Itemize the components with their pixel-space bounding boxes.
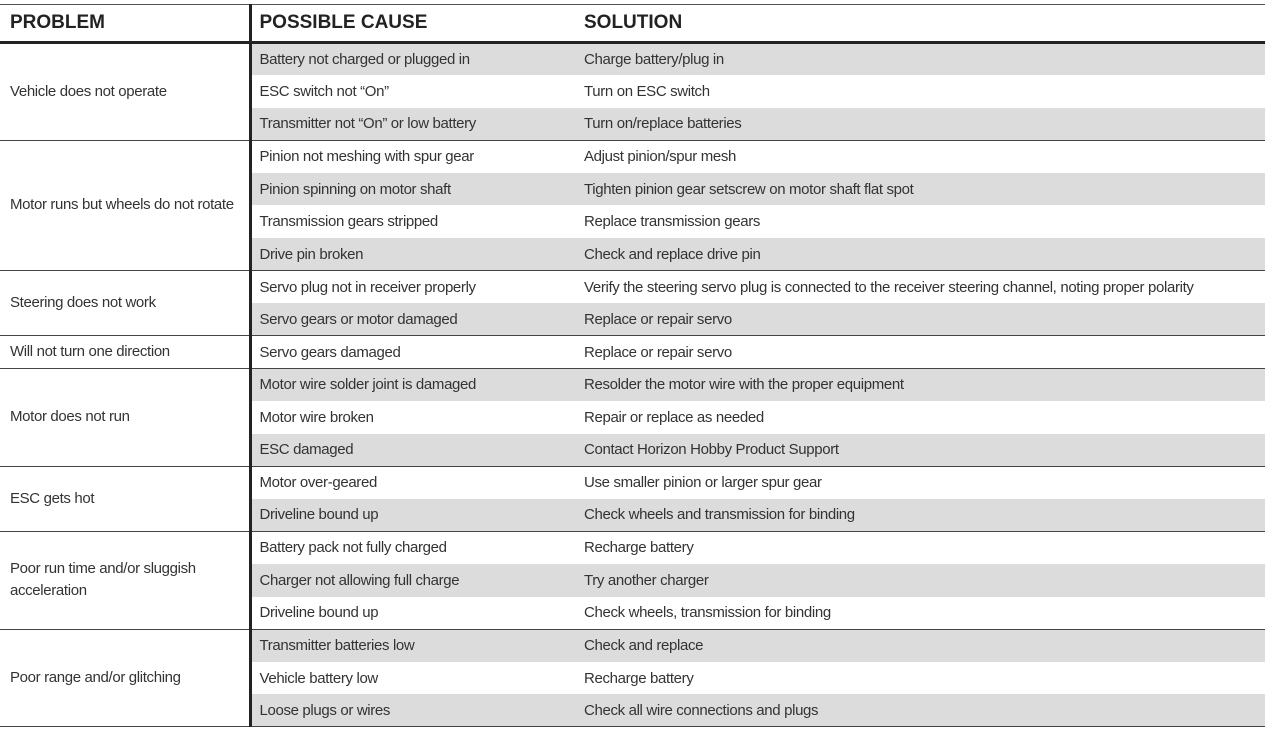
- column-header: POSSIBLE CAUSE: [250, 4, 576, 44]
- cause-cell: Driveline bound up: [250, 498, 576, 532]
- table-row: Motor runs but wheels do not rotate Pinio…: [0, 139, 1265, 271]
- cause-cell: ESC damaged: [250, 433, 576, 467]
- cause-cell: Pinion spinning on motor shaft: [250, 172, 576, 206]
- solution-cell: Check wheels, transmission for binding: [584, 604, 831, 622]
- problem-cell: Steering does not work: [0, 270, 252, 336]
- table-row: ESC switch not “On” Turn on ESC switch: [0, 75, 1265, 108]
- cause-cell: Servo gears damaged: [250, 335, 576, 369]
- table-row: Servo gears or motor damaged Replace or r…: [0, 303, 1265, 336]
- cause-cell: Servo gears or motor damaged: [250, 303, 576, 336]
- column-header: SOLUTION: [576, 4, 1265, 44]
- solution-cell: Resolder the motor wire with the proper …: [576, 367, 1265, 402]
- problem-cell: Will not turn one direction: [0, 335, 252, 369]
- table-row: Motor wire broken Repair or replace as ne…: [0, 401, 1265, 434]
- solution-cell: Charge battery/plug in: [576, 42, 1265, 76]
- cause-cell: Transmission gears stripped: [259, 213, 439, 231]
- solution-cell: Replace or repair servo: [576, 303, 1265, 336]
- table-row: Drive pin broken Check and replace drive …: [0, 238, 1265, 271]
- cause-cell: Transmitter batteries low: [250, 628, 576, 662]
- solution-cell: Replace transmission gears: [584, 213, 760, 231]
- table-row: Loose plugs or wires Check all wire conne…: [0, 694, 1265, 727]
- cause-cell: Motor wire broken: [259, 408, 374, 426]
- cause-cell: Transmitter not “On” or low battery: [250, 107, 576, 141]
- table-row: ESC gets hot Motor over-geared Use smaller…: [0, 465, 1265, 532]
- table-row: ESC damaged Contact Horizon Hobby Product…: [0, 433, 1265, 467]
- table-row: Vehicle battery low Recharge battery: [0, 662, 1265, 695]
- solution-cell: Check and replace drive pin: [576, 238, 1265, 271]
- solution-cell: Adjust pinion/spur mesh: [576, 139, 1265, 173]
- table-row: Pinion spinning on motor shaft Tighten pi…: [0, 172, 1265, 206]
- table-row: Will not turn one direction Servo gears d…: [0, 335, 1265, 369]
- table-row: Poor range and/or glitching Transmitter b…: [0, 628, 1265, 727]
- cause-cell: Motor wire solder joint is damaged: [250, 367, 576, 402]
- solution-cell: Repair or replace as needed: [584, 408, 764, 426]
- header-row: PROBLEM POSSIBLE CAUSE SOLUTION: [0, 4, 1265, 44]
- problem-cell: Motor runs but wheels do not rotate: [0, 139, 252, 271]
- solution-cell: Check all wire connections and plugs: [576, 694, 1265, 727]
- solution-cell: Contact Horizon Hobby Product Support: [576, 433, 1265, 467]
- table-row: Transmitter not “On” or low battery Turn …: [0, 107, 1265, 141]
- cause-cell: Vehicle battery low: [259, 669, 379, 687]
- table-row: Transmission gears stripped Replace trans…: [0, 205, 1265, 238]
- cause-cell: Drive pin broken: [250, 238, 576, 271]
- table-row: Vehicle does not operate Battery not char…: [0, 42, 1265, 141]
- cause-cell: Battery not charged or plugged in: [250, 42, 576, 76]
- table-row: Driveline bound up Check wheels, transmis…: [0, 597, 1265, 630]
- cause-cell: Charger not allowing full charge: [250, 564, 576, 597]
- problem-cell: ESC gets hot: [0, 465, 252, 532]
- cause-cell: Motor over-geared: [250, 465, 576, 499]
- solution-cell: Check wheels and transmission for bindin…: [576, 498, 1265, 532]
- solution-cell: Use smaller pinion or larger spur gear: [576, 465, 1265, 499]
- table-row: Charger not allowing full charge Try anot…: [0, 564, 1265, 597]
- cause-cell: Loose plugs or wires: [250, 694, 576, 727]
- solution-cell: Tighten pinion gear setscrew on motor sh…: [576, 172, 1265, 206]
- problem-cell: Poor run time and/or sluggish accelerati…: [0, 530, 252, 630]
- troubleshooting-table: PROBLEM POSSIBLE CAUSE SOLUTION Vehicle do…: [0, 4, 1265, 728]
- cause-cell: Battery pack not fully charged: [250, 530, 576, 564]
- cause-cell: Pinion not meshing with spur gear: [250, 139, 576, 173]
- cause-cell: Servo plug not in receiver properly: [250, 270, 576, 304]
- solution-cell: Try another charger: [576, 564, 1265, 597]
- problem-cell: Motor does not run: [0, 367, 252, 467]
- table-row: Driveline bound up Check wheels and trans…: [0, 498, 1265, 532]
- problem-cell: Poor range and/or glitching: [0, 628, 252, 727]
- solution-cell: Recharge battery: [576, 530, 1265, 564]
- cause-cell: ESC switch not “On”: [259, 82, 390, 100]
- table-row: Poor run time and/or sluggish accelerati…: [0, 530, 1265, 630]
- table-row: Motor does not run Motor wire solder join…: [0, 367, 1265, 467]
- solution-cell: Replace or repair servo: [576, 335, 1265, 369]
- solution-cell: Verify the steering servo plug is connec…: [576, 270, 1265, 304]
- solution-cell: Check and replace: [576, 628, 1265, 662]
- problem-cell: Vehicle does not operate: [0, 42, 252, 141]
- solution-cell: Turn on ESC switch: [584, 82, 710, 100]
- solution-cell: Turn on/replace batteries: [576, 107, 1265, 141]
- solution-cell: Recharge battery: [584, 669, 694, 687]
- cause-cell: Driveline bound up: [259, 604, 379, 622]
- table-row: Steering does not work Servo plug not in …: [0, 270, 1265, 336]
- column-header: PROBLEM: [0, 4, 252, 44]
